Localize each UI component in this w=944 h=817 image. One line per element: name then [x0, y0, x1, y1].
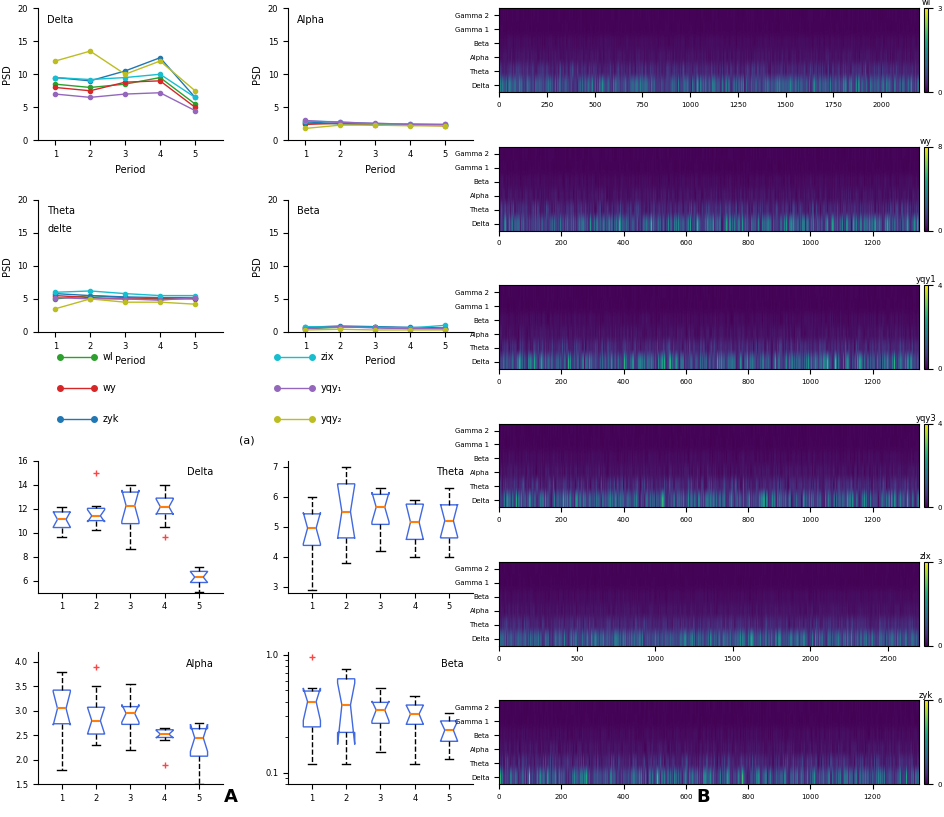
PathPatch shape [372, 701, 389, 723]
PathPatch shape [406, 705, 423, 725]
PathPatch shape [441, 504, 458, 538]
Title: yqy3: yqy3 [916, 413, 936, 422]
Text: (a): (a) [239, 436, 255, 446]
Text: Theta: Theta [47, 207, 75, 217]
Title: zlx: zlx [919, 552, 932, 561]
Text: A: A [225, 788, 238, 806]
PathPatch shape [372, 492, 389, 525]
PathPatch shape [122, 490, 139, 524]
Text: Alpha: Alpha [297, 15, 325, 25]
Text: zyk: zyk [103, 414, 120, 424]
PathPatch shape [88, 508, 105, 522]
Y-axis label: PSD: PSD [252, 256, 262, 275]
PathPatch shape [156, 498, 174, 515]
Text: wl: wl [103, 352, 114, 362]
X-axis label: Period: Period [115, 164, 145, 175]
Y-axis label: PSD: PSD [252, 65, 262, 84]
PathPatch shape [191, 724, 208, 757]
PathPatch shape [338, 679, 355, 744]
PathPatch shape [53, 690, 71, 725]
Text: delte: delte [47, 224, 72, 234]
Text: Beta: Beta [297, 207, 320, 217]
PathPatch shape [191, 571, 208, 583]
Text: yqy₁: yqy₁ [321, 383, 343, 393]
PathPatch shape [303, 512, 320, 546]
PathPatch shape [441, 721, 458, 741]
PathPatch shape [406, 504, 423, 540]
Title: yqy1: yqy1 [916, 275, 936, 284]
PathPatch shape [338, 484, 355, 538]
PathPatch shape [122, 704, 139, 725]
X-axis label: Period: Period [115, 356, 145, 366]
X-axis label: Period: Period [365, 356, 396, 366]
Text: Delta: Delta [47, 15, 74, 25]
Title: wy: wy [919, 136, 932, 146]
Text: Alpha: Alpha [186, 659, 213, 669]
Text: B: B [697, 788, 710, 806]
Text: yqy₂: yqy₂ [321, 414, 343, 424]
Text: Delta: Delta [188, 467, 213, 477]
PathPatch shape [303, 688, 320, 727]
Title: wl: wl [921, 0, 931, 7]
PathPatch shape [156, 730, 174, 738]
Text: Beta: Beta [441, 659, 464, 669]
Text: zix: zix [321, 352, 334, 362]
Title: zyk: zyk [919, 690, 933, 699]
Y-axis label: PSD: PSD [2, 256, 12, 275]
PathPatch shape [53, 511, 71, 528]
Y-axis label: PSD: PSD [2, 65, 12, 84]
X-axis label: Period: Period [365, 164, 396, 175]
PathPatch shape [88, 708, 105, 734]
Text: Theta: Theta [436, 467, 464, 477]
Text: wy: wy [103, 383, 117, 393]
